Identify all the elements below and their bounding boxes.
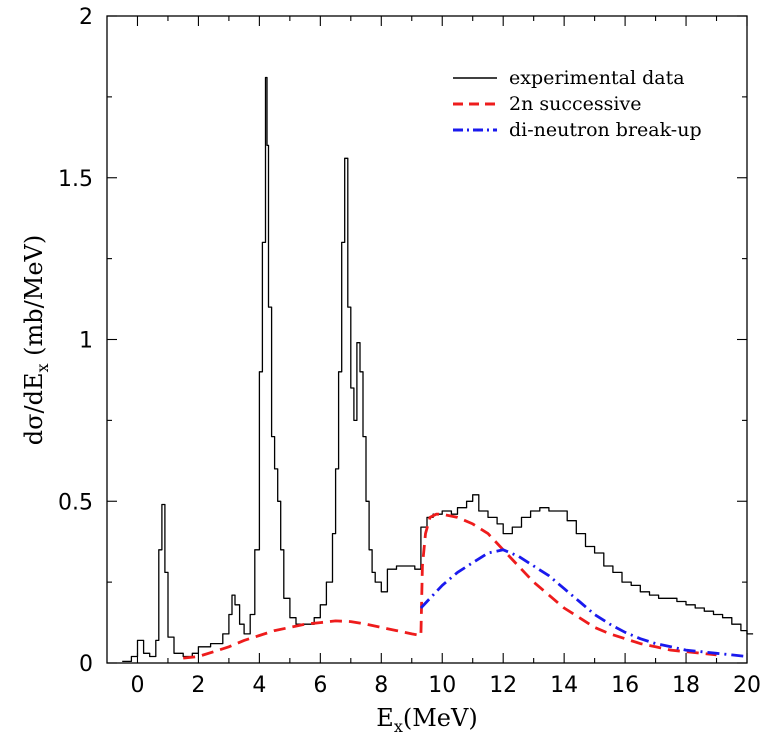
legend-label-2n-successive: 2n successive xyxy=(509,93,641,115)
series-layer xyxy=(122,76,754,663)
y-axis-label: dσ/dEx (mb/MeV) xyxy=(20,235,52,445)
x-tick-label: 12 xyxy=(489,673,517,698)
x-tick-label: 20 xyxy=(733,673,761,698)
legend: experimental data 2n successive di-neutr… xyxy=(453,67,702,141)
y-tick-label: 1.5 xyxy=(58,167,93,192)
series-line-2 xyxy=(419,548,748,658)
x-tick-label: 18 xyxy=(672,673,700,698)
x-tick-label: 16 xyxy=(611,673,639,698)
x-tick-label: 2 xyxy=(191,673,205,698)
series-line-1 xyxy=(183,512,717,660)
legend-label-di-neutron: di-neutron break-up xyxy=(509,119,702,141)
y-tick-label: 0 xyxy=(79,652,93,677)
x-tick-label: 10 xyxy=(428,673,456,698)
y-tick-label: 0.5 xyxy=(58,490,93,515)
x-tick-label: 8 xyxy=(374,673,388,698)
axis-ticks: 0 2 4 6 8 10 12 14 16 18 20 0 0.5 1 1.5 2 xyxy=(58,5,761,698)
plot-frame xyxy=(106,15,748,664)
series-line-0 xyxy=(122,76,754,663)
x-tick-label: 14 xyxy=(550,673,578,698)
x-axis-label: Ex(MeV) xyxy=(376,704,477,736)
y-tick-label: 2 xyxy=(79,5,93,30)
legend-label-experimental: experimental data xyxy=(509,67,685,89)
x-tick-label: 0 xyxy=(130,673,144,698)
y-tick-label: 1 xyxy=(79,329,93,354)
x-tick-label: 6 xyxy=(313,673,327,698)
x-tick-label: 4 xyxy=(252,673,266,698)
